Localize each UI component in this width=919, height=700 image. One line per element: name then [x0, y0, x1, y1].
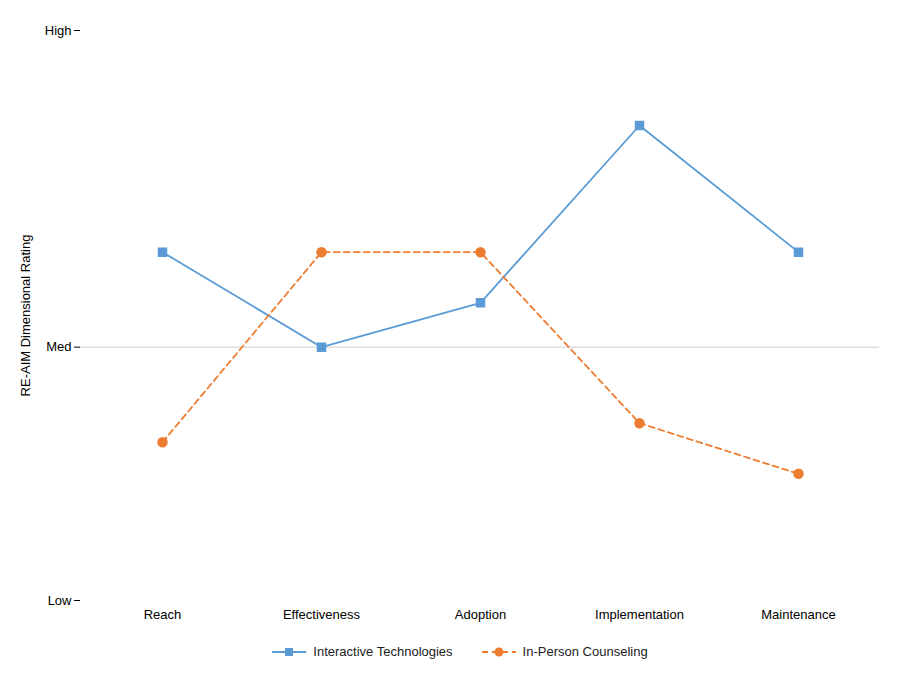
- svg-text:Adoption: Adoption: [455, 607, 506, 622]
- svg-text:RE-AIM Dimensional Rating: RE-AIM Dimensional Rating: [18, 235, 33, 397]
- svg-text:Implementation: Implementation: [595, 607, 684, 622]
- svg-text:Maintenance: Maintenance: [761, 607, 835, 622]
- svg-text:Reach: Reach: [144, 607, 182, 622]
- html-text:Interactive Technologies: Interactive Technologies: [313, 644, 453, 659]
- svg-text:Low: Low: [48, 593, 72, 608]
- svg-text:Effectiveness: Effectiveness: [283, 607, 361, 622]
- svg-text:High: High: [45, 23, 72, 38]
- html-text:In-Person Counseling: In-Person Counseling: [522, 644, 648, 659]
- svg-text:Med: Med: [46, 339, 71, 354]
